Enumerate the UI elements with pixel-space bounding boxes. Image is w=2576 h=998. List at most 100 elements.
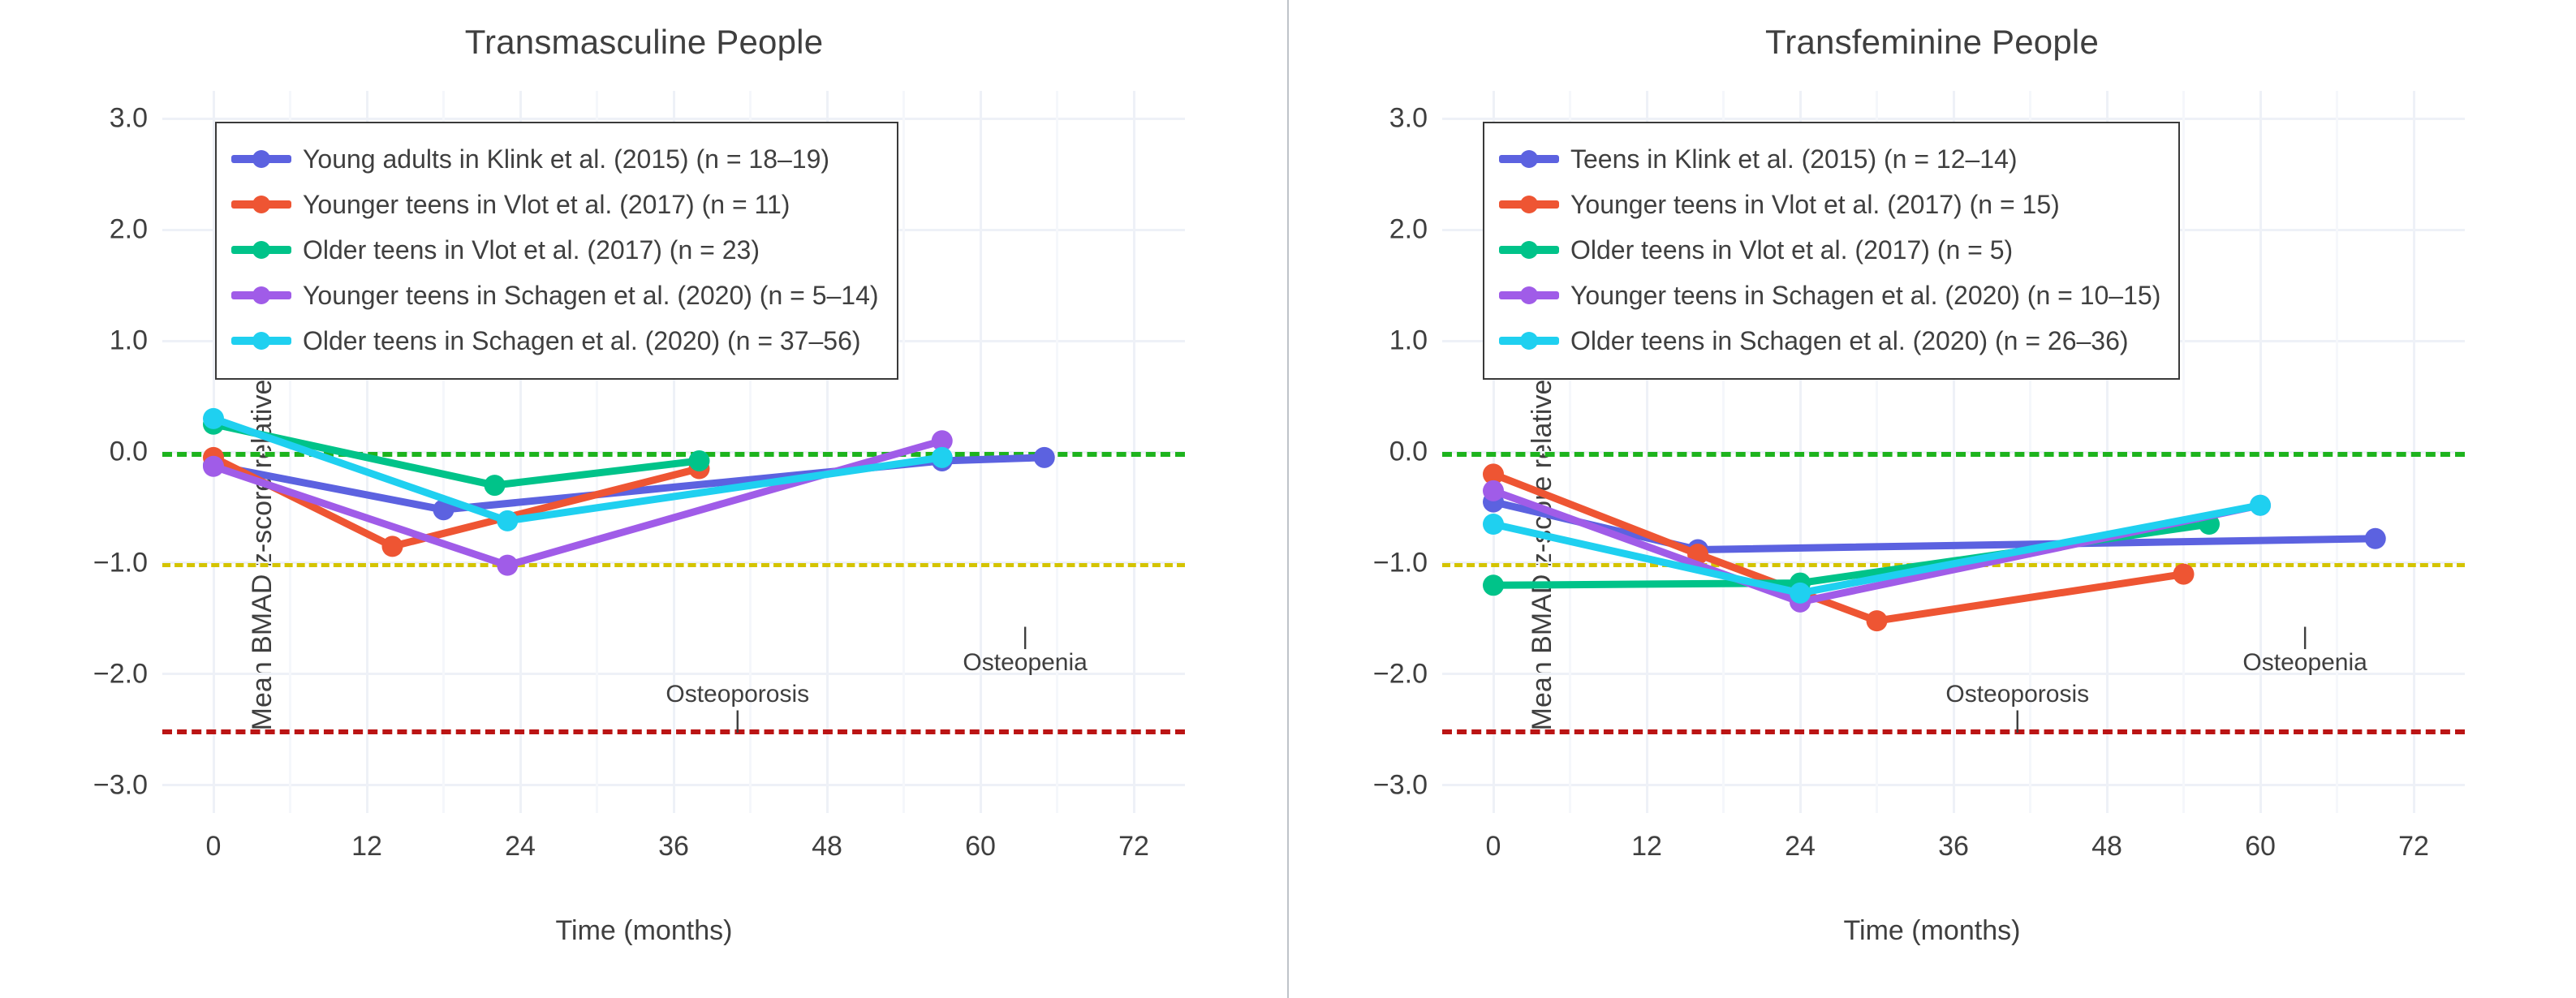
legend-item-label: Younger teens in Vlot et al. (2017) (n =… xyxy=(303,189,790,219)
legend-color-swatch xyxy=(231,246,291,254)
legend: Young adults in Klink et al. (2015) (n =… xyxy=(215,122,898,380)
legend-color-swatch xyxy=(1499,155,1559,163)
series-layer xyxy=(203,407,1055,576)
x-axis-tick-label: 60 xyxy=(2245,831,2276,862)
plot-area-left: 3.0 2.0 1.0 0.0 −1.0 −2.0 −3.0 0 12 24 36 48 60 72 | Os… xyxy=(93,91,1185,862)
legend-color-swatch xyxy=(1499,291,1559,299)
x-axis-tick-label: 72 xyxy=(1118,831,1149,862)
data-point-marker xyxy=(497,510,519,531)
annotation-tick-mark: | xyxy=(734,706,741,733)
data-point-marker xyxy=(931,446,953,468)
annotation-tick-mark: | xyxy=(2302,623,2309,651)
legend-item[interactable]: Young adults in Klink et al. (2015) (n =… xyxy=(231,136,879,182)
legend-item[interactable]: Younger teens in Schagen et al. (2020) (… xyxy=(1499,273,2160,318)
data-point-marker xyxy=(1483,463,1504,485)
annotation-tick-mark: | xyxy=(2014,706,2021,733)
legend-item[interactable]: Younger teens in Vlot et al. (2017) (n =… xyxy=(1499,182,2160,227)
data-point-marker xyxy=(484,475,506,497)
x-axis-tick-label: 48 xyxy=(2091,831,2122,862)
legend-item[interactable]: Older teens in Schagen et al. (2020) (n … xyxy=(1499,318,2160,363)
legend-item-label: Younger teens in Schagen et al. (2020) (… xyxy=(303,280,879,310)
reference-line-osteopenia xyxy=(162,562,1185,567)
x-axis-tick-label: 36 xyxy=(658,831,689,862)
legend-item[interactable]: Older teens in Schagen et al. (2020) (n … xyxy=(231,318,879,363)
x-axis-tick-label: 36 xyxy=(1938,831,1969,862)
x-axis-tick-label: 12 xyxy=(351,831,382,862)
y-axis-tick-label: 2.0 xyxy=(109,213,148,245)
y-axis-tick-label: 1.0 xyxy=(1389,325,1428,356)
x-axis-tick-label: 60 xyxy=(965,831,996,862)
y-axis-tick-label: 1.0 xyxy=(109,325,148,356)
legend-color-swatch xyxy=(231,337,291,345)
panel-title-left: Transmasculine People xyxy=(464,23,824,61)
legend-item-label: Teens in Klink et al. (2015) (n = 12–14) xyxy=(1570,144,2018,174)
reference-line-normal xyxy=(162,452,1185,457)
data-point-marker xyxy=(2250,494,2271,516)
annotation-label: Osteopenia xyxy=(2242,648,2367,676)
legend-item[interactable]: Older teens in Vlot et al. (2017) (n = 5… xyxy=(1499,227,2160,273)
data-point-marker xyxy=(931,430,953,452)
x-axis-tick-label: 48 xyxy=(812,831,842,862)
annotation-osteoporosis: Osteoporosis | xyxy=(666,682,809,733)
panel-title-right: Transfeminine People xyxy=(1765,23,2099,61)
data-point-marker xyxy=(1483,480,1504,501)
data-point-marker xyxy=(1790,582,1811,604)
series-polyline xyxy=(209,454,1049,514)
legend-item[interactable]: Older teens in Vlot et al. (2017) (n = 2… xyxy=(231,227,879,273)
legend-color-swatch xyxy=(231,291,291,299)
y-axis-tick-label: 3.0 xyxy=(1389,102,1428,134)
data-point-marker xyxy=(1483,574,1504,596)
reference-line-osteoporosis xyxy=(1442,729,2465,735)
data-point-marker xyxy=(1483,514,1504,535)
y-axis-tick-label: −3.0 xyxy=(1372,769,1428,801)
y-axis-tick-label: −1.0 xyxy=(1372,547,1428,579)
annotation-tick-mark: | xyxy=(1022,623,1029,651)
y-axis-tick-label: 3.0 xyxy=(109,102,148,134)
x-axis-tick-label: 0 xyxy=(1485,831,1501,862)
data-point-marker xyxy=(433,499,454,521)
x-axis-tick-label: 24 xyxy=(505,831,536,862)
panel-transfeminine: Transfeminine People Mean BMAD z-score r… xyxy=(1288,0,2576,998)
series-layer xyxy=(1483,463,2386,632)
series-line xyxy=(1483,494,2271,604)
reference-line-osteoporosis xyxy=(162,729,1185,735)
data-point-marker xyxy=(2173,563,2195,585)
y-axis-tick-label: 0.0 xyxy=(1389,436,1428,467)
legend-item-label: Older teens in Schagen et al. (2020) (n … xyxy=(303,325,861,355)
legend-item-label: Younger teens in Vlot et al. (2017) (n =… xyxy=(1570,189,2060,219)
annotation-label: Osteopenia xyxy=(963,648,1088,676)
panel-divider xyxy=(1287,0,1289,998)
legend-color-swatch xyxy=(1499,337,1559,345)
y-axis-tick-label: −2.0 xyxy=(1372,658,1428,690)
x-axis-label-right: Time (months) xyxy=(1843,915,2021,946)
plot-area-right: 3.0 2.0 1.0 0.0 −1.0 −2.0 −3.0 0 12 24 36 48 60 72 | Os… xyxy=(1373,91,2465,862)
legend-item[interactable]: Younger teens in Vlot et al. (2017) (n =… xyxy=(231,182,879,227)
y-axis-tick-label: −1.0 xyxy=(93,547,148,579)
series-line xyxy=(203,430,953,576)
annotation-osteopenia: | Osteopenia xyxy=(963,624,1087,675)
legend-color-swatch xyxy=(231,200,291,209)
legend-item[interactable]: Teens in Klink et al. (2015) (n = 12–14) xyxy=(1499,136,2160,182)
x-axis-label-left: Time (months) xyxy=(555,915,733,946)
x-axis-tick-label: 72 xyxy=(2398,831,2429,862)
data-point-marker xyxy=(1033,446,1055,468)
legend-item[interactable]: Younger teens in Schagen et al. (2020) (… xyxy=(231,273,879,318)
data-point-marker xyxy=(497,554,519,576)
y-axis-tick-label: 0.0 xyxy=(109,436,148,467)
data-point-marker xyxy=(381,536,403,557)
x-axis-tick-label: 24 xyxy=(1785,831,1816,862)
legend-item-label: Older teens in Vlot et al. (2017) (n = 2… xyxy=(303,234,760,265)
annotation-osteopenia: | Osteopenia xyxy=(2242,624,2367,675)
legend: Teens in Klink et al. (2015) (n = 12–14)… xyxy=(1483,122,2181,380)
x-axis-tick-label: 0 xyxy=(205,831,222,862)
data-point-marker xyxy=(203,455,224,477)
legend-item-label: Older teens in Schagen et al. (2020) (n … xyxy=(1570,325,2129,355)
legend-color-swatch xyxy=(231,155,291,163)
y-axis-tick-label: 2.0 xyxy=(1389,213,1428,245)
y-axis-tick-label: −2.0 xyxy=(93,658,148,690)
data-point-marker xyxy=(688,450,710,471)
legend-color-swatch xyxy=(1499,200,1559,209)
series-line xyxy=(203,407,953,531)
legend-color-swatch xyxy=(1499,246,1559,254)
